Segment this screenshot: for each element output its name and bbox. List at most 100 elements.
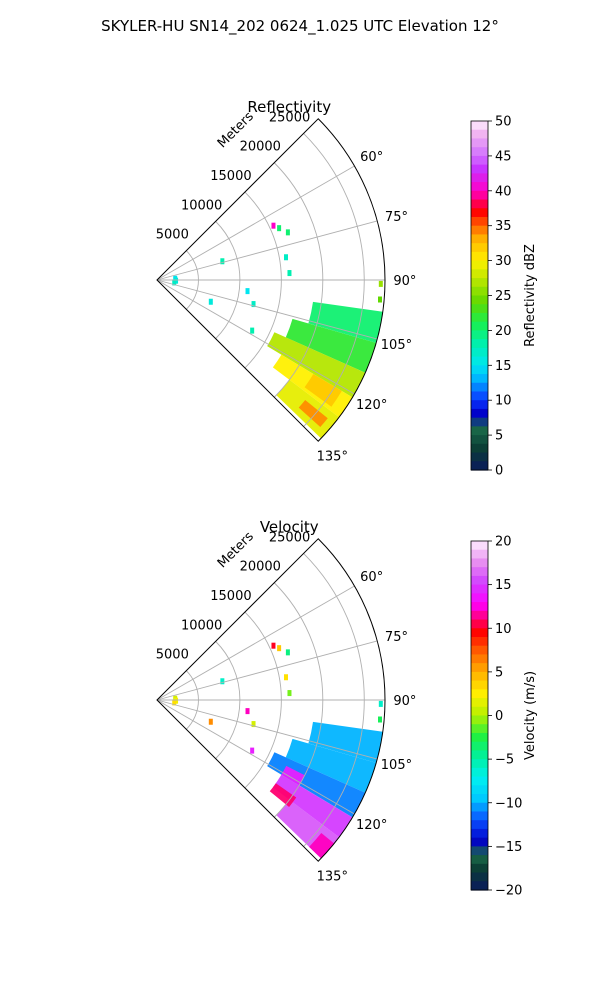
echo-speck [271, 642, 276, 649]
echo-speck [251, 301, 256, 308]
echo-region [308, 721, 383, 763]
echo-speck [220, 258, 225, 265]
echo-speck [285, 649, 290, 656]
colorbar-band [471, 382, 488, 393]
colorbar-tick-label: 45 [495, 149, 512, 164]
colorbar-band [471, 593, 488, 603]
colorbar-tick-label: 35 [495, 219, 512, 234]
colorbar-tick-label: 40 [495, 184, 512, 199]
echo-speck [245, 288, 250, 295]
colorbar-band [471, 164, 488, 174]
colorbar-band [471, 680, 488, 690]
colorbar-band [471, 828, 488, 839]
colorbar-band [471, 741, 488, 751]
colorbar-band [471, 312, 488, 323]
echo-speck [285, 229, 290, 236]
colorbar-band [471, 182, 488, 192]
azimuth-tick-label: 75° [385, 630, 408, 645]
echo-speck [271, 222, 276, 229]
colorbar-band [471, 199, 488, 209]
colorbar-band [471, 356, 488, 366]
azimuth-spoke [156, 220, 378, 281]
colorbar-band [471, 541, 488, 551]
colorbar-band [471, 461, 488, 471]
echo-speck [250, 747, 255, 754]
colorbar-band [471, 724, 488, 734]
colorbar-band [471, 689, 488, 699]
colorbar-band [471, 278, 488, 288]
colorbar-band [471, 121, 488, 131]
echo-speck [172, 699, 177, 706]
colorbar-band [471, 400, 488, 410]
colorbar-band [471, 820, 488, 830]
colorbar-tick-label: −10 [495, 796, 522, 811]
colorbar-tick-label: 50 [495, 115, 512, 130]
colorbar-band [471, 785, 488, 795]
echo-speck [287, 270, 292, 277]
colorbar-tick-label: 5 [495, 665, 503, 680]
colorbar-band [471, 863, 488, 874]
echo-speck [251, 721, 256, 728]
colorbar-band [471, 173, 488, 183]
azimuth-spoke [156, 699, 378, 760]
colorbar-band [471, 767, 488, 778]
radial-tick-label: 5000 [156, 648, 189, 663]
echo-region [285, 738, 377, 793]
echo-region [304, 373, 342, 407]
colorbar-band [471, 147, 488, 157]
colorbar-band [471, 794, 488, 804]
colorbar-tick-label: −5 [495, 753, 514, 768]
colorbar-band [471, 391, 488, 401]
colorbar-band [471, 759, 488, 769]
radial-tick-label: 5000 [156, 228, 189, 243]
echo-speck [208, 718, 213, 725]
colorbar-band [471, 260, 488, 270]
azimuth-spoke [156, 165, 355, 281]
colorbar-tick-label: −15 [495, 840, 522, 855]
colorbar-band [471, 802, 488, 813]
sector-frame [156, 538, 386, 862]
echo-region [309, 833, 335, 859]
echo-speck [172, 279, 177, 286]
echo-speck [287, 690, 292, 697]
colorbar-band [471, 654, 488, 664]
colorbar-band [471, 776, 488, 786]
azimuth-tick-label: 135° [317, 449, 348, 464]
azimuth-spoke [156, 279, 378, 340]
colorbar-band [471, 837, 488, 847]
colorbar-band [471, 628, 488, 638]
colorbar: −20 −15 −10 −5 0 5 10 15 20 Velocity (m/s) [470, 535, 538, 899]
echo-region [308, 301, 383, 343]
colorbar-tick-label: 15 [495, 359, 512, 374]
radial-tick-label: 25000 [269, 110, 310, 125]
colorbar-band [471, 208, 488, 218]
colorbar-band [471, 443, 488, 454]
echo-region [285, 318, 377, 373]
colorbar-band [471, 584, 488, 594]
echo-region [272, 774, 353, 838]
colorbar-band [471, 855, 488, 865]
colorbar-band [471, 567, 488, 577]
colorbar-band [471, 426, 488, 436]
colorbar-band [471, 295, 488, 305]
azimuth-tick-label: 75° [385, 210, 408, 225]
colorbar-band [471, 225, 488, 236]
azimuth-tick-label: 60° [360, 150, 383, 165]
colorbar-band [471, 732, 488, 743]
colorbar-band [471, 251, 488, 262]
colorbar-band [471, 549, 488, 560]
colorbar-band [471, 452, 488, 462]
colorbar-band [471, 417, 488, 427]
colorbar-label: Reflectivity dBZ [523, 244, 538, 347]
colorbar-tick-label: 10 [495, 622, 512, 637]
colorbar-band [471, 330, 488, 340]
echo-speck [378, 700, 383, 707]
colorbar-tick-label: 20 [495, 535, 512, 550]
colorbar-band [471, 435, 488, 445]
azimuth-tick-label: 120° [356, 398, 387, 413]
colorbar-band [471, 698, 488, 708]
azimuth-tick-label: 120° [356, 818, 387, 833]
colorbar-tick-label: 30 [495, 254, 512, 269]
colorbar-tick-label: 15 [495, 578, 512, 593]
azimuth-tick-label: 105° [381, 338, 412, 353]
